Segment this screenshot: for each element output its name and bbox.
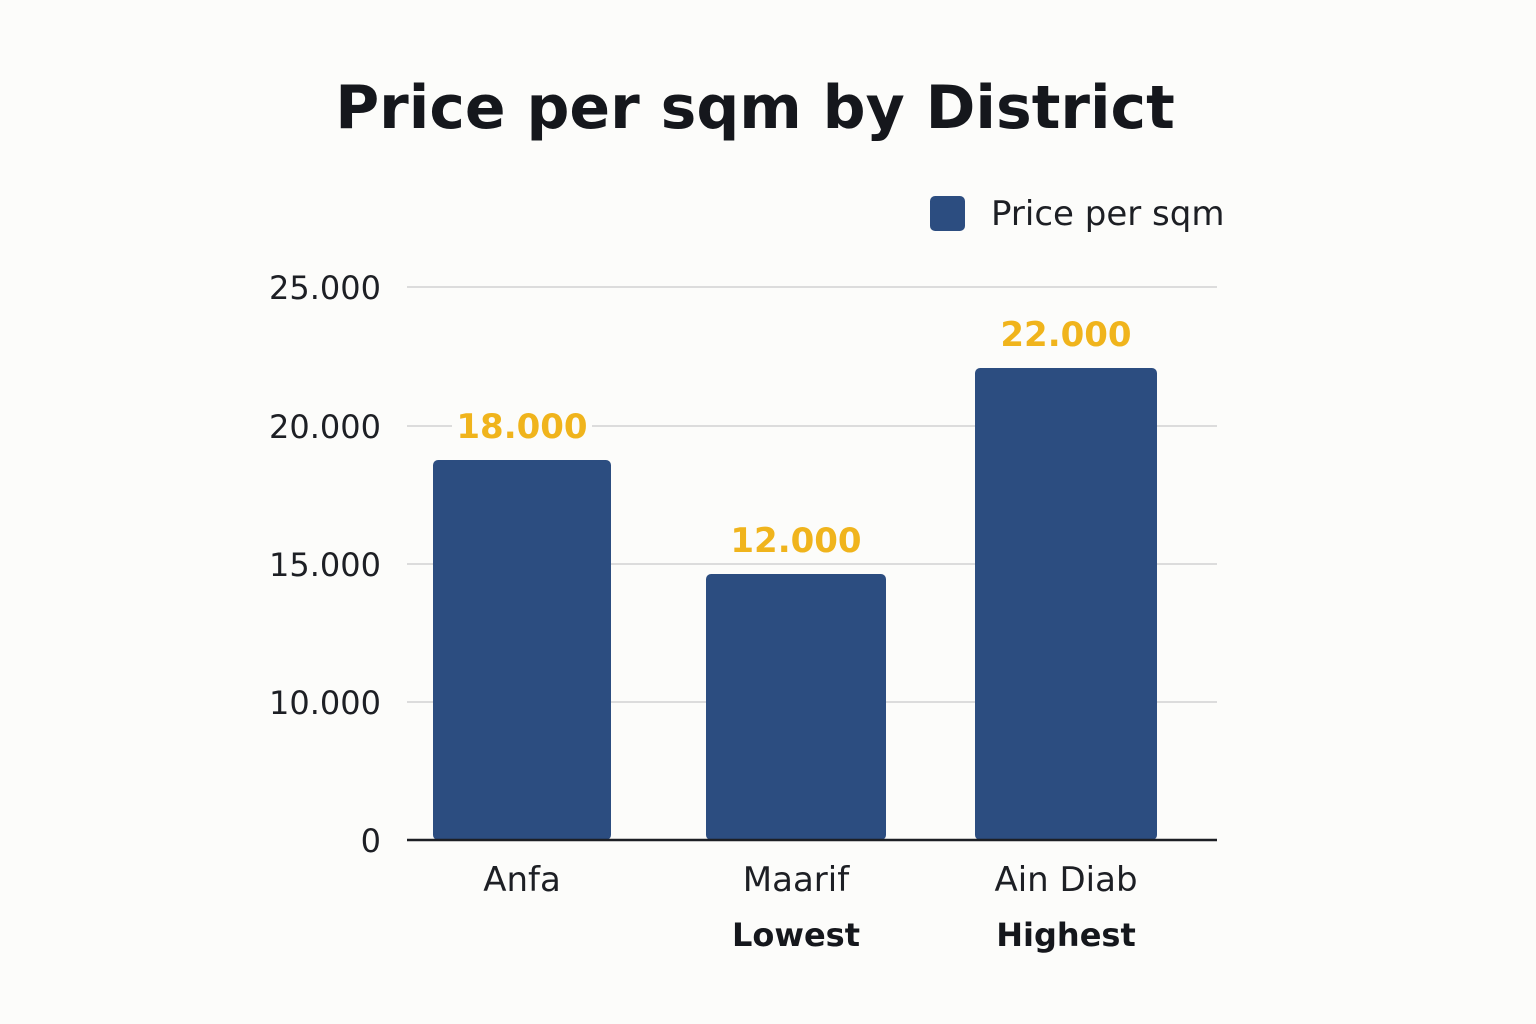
data-label: 18.000 — [456, 407, 587, 447]
data-label: 12.000 — [730, 521, 861, 561]
bar-anfa — [433, 460, 611, 840]
y-axis-ticks: 0 10.000 15.000 20.000 25.000 — [269, 269, 381, 860]
y-tick-label: 15.000 — [269, 546, 381, 584]
x-tick-label: Anfa — [483, 860, 561, 900]
category-annotation: Highest — [996, 916, 1135, 954]
x-tick-label: Maarif — [743, 860, 850, 900]
data-labels: 18.000 12.000 22.000 — [452, 310, 1136, 561]
x-tick-label: Ain Diab — [994, 860, 1137, 900]
x-axis-ticks: Anfa Maarif Lowest Ain Diab Highest — [483, 860, 1137, 954]
y-tick-label: 20.000 — [269, 408, 381, 446]
data-label: 22.000 — [1000, 315, 1131, 355]
legend: Price per sqm — [930, 194, 1224, 234]
bars — [433, 368, 1157, 840]
y-tick-label: 10.000 — [269, 684, 381, 722]
data-label-background — [996, 310, 1136, 354]
data-label-background — [726, 516, 866, 560]
data-label-background — [452, 402, 592, 446]
legend-swatch — [930, 196, 965, 231]
y-tick-label: 25.000 — [269, 269, 381, 307]
bar-ain-diab — [975, 368, 1157, 840]
bar-maarif — [706, 574, 886, 840]
chart-title: Price per sqm by District — [335, 73, 1175, 143]
legend-label: Price per sqm — [991, 194, 1224, 234]
category-annotation: Lowest — [732, 916, 860, 954]
y-tick-label: 0 — [361, 822, 381, 860]
